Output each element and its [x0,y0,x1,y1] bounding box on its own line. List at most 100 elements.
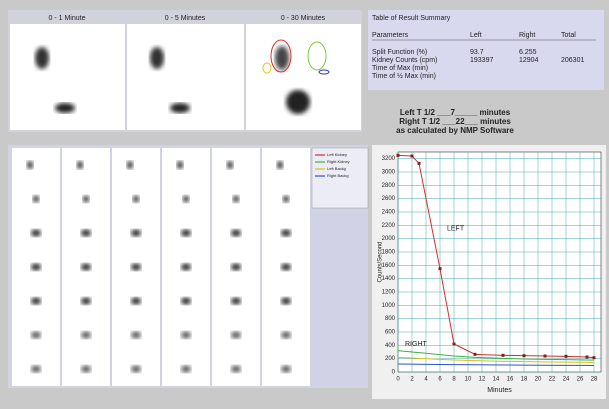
legend-label: Right Backg [327,173,349,178]
blob [281,298,291,305]
blob [81,332,91,339]
blob [127,161,133,169]
table-cell: 93.7 [470,49,484,56]
x-tick-label: 10 [465,377,472,383]
x-tick-label: 22 [549,377,556,383]
blob [81,230,91,237]
marker [593,356,596,359]
marker [586,356,589,359]
legend-label: Left Kidney [327,152,347,157]
blob [31,332,41,339]
annotation: LEFT [447,226,465,233]
half-time: Left T 1/2 ___7_____ minutes [400,108,511,117]
blob [81,298,91,305]
legend-label: Left Backg [327,166,346,171]
table-cell: Split Function (%) [372,49,427,56]
scan-images [10,24,361,130]
y-tick-label: 2000 [382,236,396,242]
blob [227,161,233,169]
blob [81,264,91,271]
blob [131,230,141,237]
marker [397,154,400,157]
y-axis-label: Counts/Second [378,241,384,282]
blob [131,264,141,271]
blob [31,264,41,271]
blob [231,264,241,271]
blob [281,264,291,271]
blob [281,366,291,373]
table-cell: Time of Max (min) [372,65,428,72]
blob [31,230,41,237]
marker [523,354,526,357]
marker [474,353,477,356]
table-cell: Left [470,32,482,39]
x-tick-label: 16 [507,377,514,383]
y-tick-label: 1000 [382,303,396,309]
marker [418,162,421,165]
blob [231,366,241,373]
y-tick-label: 600 [385,330,396,336]
y-tick-label: 2400 [382,210,396,216]
marker [439,267,442,270]
blob [81,366,91,373]
table-cell: Kidney Counts (cpm) [372,57,437,64]
plot-area [398,152,601,372]
blob [31,366,41,373]
blob [131,366,141,373]
table-cell: 6.255 [519,49,537,56]
marker [453,343,456,346]
marker [544,355,547,358]
blob [181,332,191,339]
blob [77,161,83,169]
panel-label: 0 - 5 Minutes [165,15,206,22]
blob [231,332,241,339]
blob [231,298,241,305]
y-tick-label: 3000 [382,170,396,176]
blob [133,196,139,203]
blob [33,196,39,203]
blob [281,230,291,237]
blob [183,196,189,203]
x-tick-label: 28 [591,377,598,383]
x-tick-label: 24 [563,377,570,383]
x-tick-label: 18 [521,377,528,383]
y-tick-label: 800 [385,316,396,322]
x-tick-label: 12 [479,377,486,383]
blob [131,332,141,339]
y-tick-label: 200 [385,356,396,362]
y-tick-label: 400 [385,343,396,349]
blob [233,196,239,203]
marker [411,155,414,158]
blob [131,298,141,305]
panel-label: 0 - 1 Minute [49,15,86,22]
blob [277,161,283,169]
table-title: Table of Result Summary [372,15,451,22]
y-tick-label: 1200 [382,290,396,296]
annotation: RIGHT [405,341,428,348]
marker [502,354,505,357]
y-tick-label: 2800 [382,183,396,189]
blob [231,230,241,237]
blob [181,298,191,305]
table-cell: Right [519,32,535,39]
y-tick-label: 2200 [382,223,396,229]
x-tick-label: 20 [535,377,542,383]
panel-label: 0 - 30 Minutes [281,15,326,22]
blob [283,196,289,203]
screen: 0 - 1 Minute 0 - 5 Minutes 0 - 30 Minutes T… [0,0,609,404]
legend-label: Right Kidney [327,159,350,164]
x-tick-label: 14 [493,377,500,383]
x-tick-label: 26 [577,377,584,383]
y-tick-label: 1600 [382,263,396,269]
half-time: as calculated by NMP Software [396,126,514,135]
y-tick-label: 1800 [382,250,396,256]
blob [181,230,191,237]
table-cell: Total [561,32,576,39]
table-cell: 193397 [470,57,493,64]
x-axis-label: Minutes [487,387,512,394]
y-tick-label: 3200 [382,156,396,162]
half-time: Right T 1/2 ___22___ minutes [399,117,511,126]
y-tick-label: 2600 [382,196,396,202]
blob [181,366,191,373]
y-tick-label: 1400 [382,276,396,282]
